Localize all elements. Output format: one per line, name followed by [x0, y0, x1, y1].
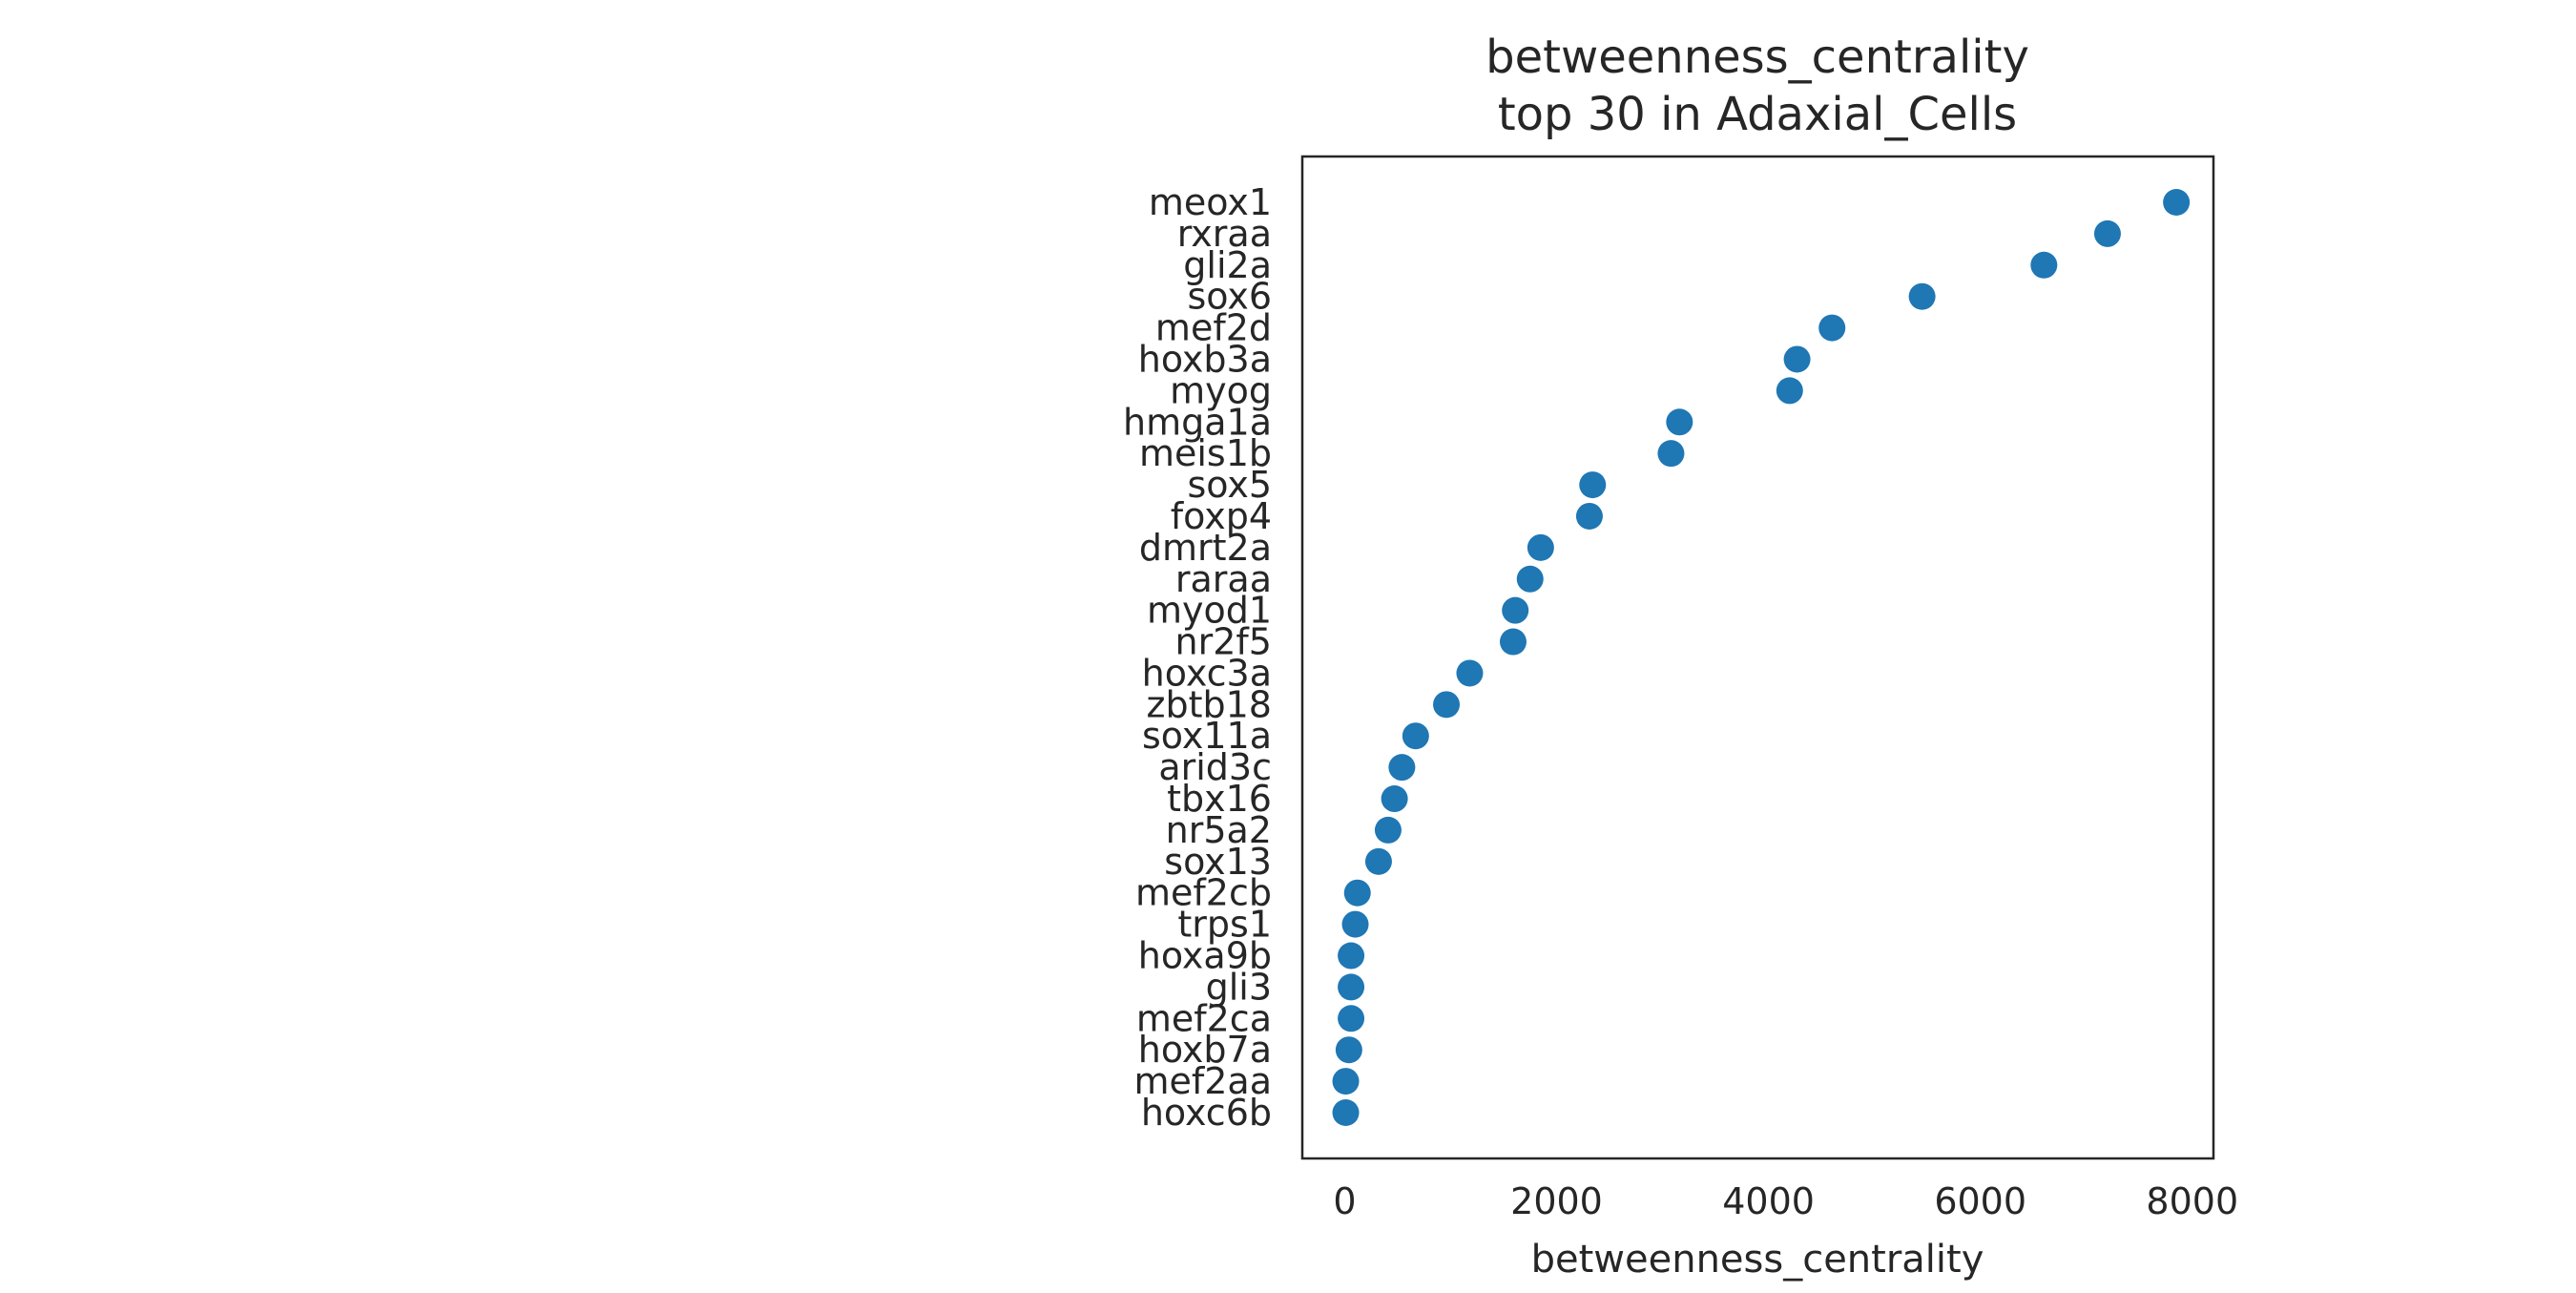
- y-axis-tick-labels: meox1rxraagli2asox6mef2dhoxb3amyoghmga1a…: [1123, 181, 1272, 1134]
- y-tick-label-nr5a2: nr5a2: [1166, 809, 1272, 851]
- y-tick-label-myod1: myod1: [1147, 590, 1272, 632]
- y-tick-label-hoxb7a: hoxb7a: [1138, 1029, 1272, 1071]
- data-point-mef2cb: [1343, 879, 1371, 907]
- data-points: [1332, 189, 2191, 1126]
- x-axis-label: betweenness_centrality: [1531, 1238, 1984, 1282]
- y-tick-label-sox6: sox6: [1187, 276, 1272, 318]
- y-tick-label-hoxb3a: hoxb3a: [1138, 338, 1272, 380]
- data-point-nr2f5: [1499, 628, 1527, 656]
- y-tick-label-arid3c: arid3c: [1158, 746, 1272, 788]
- y-tick-label-hoxc6b: hoxc6b: [1141, 1092, 1272, 1134]
- y-tick-label-mef2cb: mef2cb: [1135, 872, 1272, 914]
- data-point-arid3c: [1388, 754, 1416, 782]
- data-point-raraa: [1516, 565, 1544, 593]
- data-point-gli2a: [2030, 251, 2058, 279]
- y-tick-label-gli2a: gli2a: [1183, 244, 1272, 286]
- x-tick-label-6000: 6000: [1934, 1180, 2026, 1222]
- y-tick-label-tbx16: tbx16: [1167, 778, 1272, 820]
- y-tick-label-hoxa9b: hoxa9b: [1138, 935, 1272, 977]
- y-tick-label-sox13: sox13: [1164, 841, 1272, 883]
- y-tick-label-meis1b: meis1b: [1139, 432, 1272, 474]
- data-point-foxp4: [1575, 502, 1603, 530]
- data-point-sox13: [1364, 847, 1392, 875]
- data-point-myog: [1776, 377, 1803, 405]
- y-tick-label-raraa: raraa: [1175, 558, 1272, 600]
- data-point-sox6: [1908, 282, 1936, 310]
- data-point-meis1b: [1657, 440, 1685, 468]
- y-tick-label-mef2aa: mef2aa: [1133, 1060, 1272, 1102]
- data-point-mef2aa: [1332, 1068, 1360, 1095]
- data-point-myod1: [1502, 596, 1529, 624]
- y-tick-label-myog: myog: [1170, 369, 1272, 411]
- y-tick-label-zbtb18: zbtb18: [1147, 683, 1272, 725]
- chart-subtitle: top 30 in Adaxial_Cells: [1498, 88, 2017, 141]
- data-point-sox5: [1579, 471, 1607, 499]
- y-tick-label-trps1: trps1: [1177, 904, 1272, 946]
- data-point-mef2d: [1818, 314, 1846, 342]
- data-point-rxraa: [2093, 219, 2121, 247]
- data-point-meox1: [2163, 189, 2191, 216]
- y-tick-label-hoxc3a: hoxc3a: [1142, 652, 1272, 694]
- data-point-dmrt2a: [1527, 533, 1554, 561]
- y-tick-label-meox1: meox1: [1149, 181, 1272, 223]
- data-point-hoxc3a: [1456, 659, 1484, 687]
- y-tick-label-sox11a: sox11a: [1142, 715, 1272, 757]
- data-point-hoxb7a: [1335, 1036, 1362, 1064]
- y-tick-label-rxraa: rxraa: [1177, 213, 1272, 255]
- x-tick-label-0: 0: [1333, 1180, 1356, 1222]
- data-point-hmga1a: [1666, 408, 1693, 436]
- data-point-nr5a2: [1374, 816, 1402, 844]
- data-point-zbtb18: [1433, 691, 1461, 719]
- chart-title: betweenness_centrality: [1485, 31, 2029, 84]
- data-point-trps1: [1341, 910, 1369, 938]
- y-tick-label-dmrt2a: dmrt2a: [1139, 527, 1272, 569]
- y-tick-label-nr2f5: nr2f5: [1175, 621, 1272, 663]
- data-point-hoxa9b: [1338, 942, 1365, 970]
- x-tick-label-4000: 4000: [1722, 1180, 1815, 1222]
- data-point-mef2ca: [1338, 1005, 1365, 1032]
- x-tick-label-8000: 8000: [2146, 1180, 2238, 1222]
- y-tick-label-sox5: sox5: [1187, 464, 1272, 506]
- x-axis-tick-labels: 0 2000 4000 6000 8000: [1333, 1180, 2238, 1222]
- data-point-sox11a: [1402, 722, 1429, 750]
- data-point-hoxb3a: [1783, 345, 1811, 373]
- data-point-tbx16: [1381, 785, 1408, 813]
- data-point-gli3: [1338, 973, 1365, 1001]
- y-tick-label-mef2ca: mef2ca: [1136, 997, 1272, 1039]
- data-point-hoxc6b: [1332, 1099, 1360, 1126]
- x-tick-label-2000: 2000: [1510, 1180, 1603, 1222]
- y-tick-label-mef2d: mef2d: [1155, 307, 1272, 349]
- y-tick-label-foxp4: foxp4: [1171, 495, 1272, 537]
- y-tick-label-gli3: gli3: [1206, 966, 1272, 1008]
- y-tick-label-hmga1a: hmga1a: [1123, 401, 1272, 443]
- plot-area-frame: [1300, 155, 2215, 1160]
